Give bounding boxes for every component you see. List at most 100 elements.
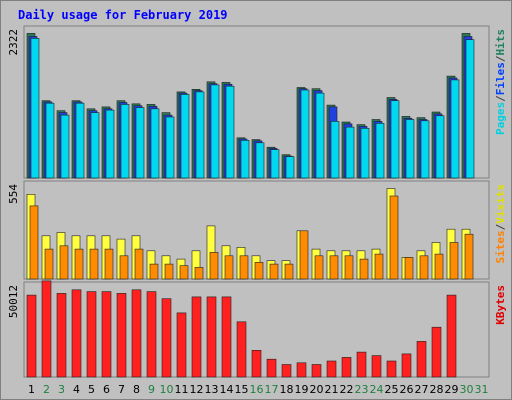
day-label-18: 18 [280,383,294,396]
bar-visits-sites-day-10 [164,263,174,280]
legend-item: / [494,95,507,102]
bar-kbytes-kbytes-day-10 [161,298,172,378]
bar-kbytes-kbytes-day-4 [71,289,82,378]
bar-traffic-pages-day-20 [315,92,325,179]
bar-traffic-pages-day-14 [225,85,235,179]
day-label-31: 31 [475,383,489,396]
bar-traffic-pages-day-3 [60,114,70,179]
legend-item: Hits [494,29,507,56]
bar-traffic-pages-day-17 [270,149,280,179]
day-label-24: 24 [370,383,384,396]
day-label-16: 16 [250,383,264,396]
bar-visits-sites-day-28 [434,253,444,280]
legend-item: Files [494,62,507,95]
bar-visits-sites-day-6 [104,248,114,280]
bar-visits-sites-day-5 [89,248,99,280]
bar-traffic-pages-day-11 [180,94,190,179]
chart-title: Daily usage for February 2019 [18,8,228,22]
day-label-1: 1 [28,383,35,396]
bar-kbytes-kbytes-day-16 [251,349,262,378]
day-label-3: 3 [58,383,65,396]
bar-traffic-pages-day-22 [345,126,355,179]
ymax-label-traffic: 2322 [7,29,20,56]
bar-kbytes-kbytes-day-24 [371,355,382,378]
bar-visits-sites-day-15 [239,255,249,280]
bar-kbytes-kbytes-day-21 [326,360,337,378]
bar-kbytes-kbytes-day-7 [116,293,127,378]
bar-kbytes-kbytes-day-22 [341,357,352,378]
bar-kbytes-kbytes-day-2 [41,280,52,378]
legend-item: / [494,55,507,62]
day-label-20: 20 [310,383,324,396]
bar-visits-sites-day-11 [179,265,189,280]
bar-kbytes-kbytes-day-26 [401,353,412,378]
bar-kbytes-kbytes-day-3 [56,293,67,378]
bar-visits-sites-day-19 [299,230,309,280]
bar-kbytes-kbytes-day-20 [311,364,322,378]
bar-traffic-pages-day-12 [195,91,205,179]
day-label-27: 27 [415,383,429,396]
bar-visits-sites-day-23 [359,258,369,280]
bar-traffic-pages-day-6 [105,109,115,179]
bar-visits-sites-day-18 [284,263,294,280]
bar-kbytes-kbytes-day-1 [26,294,37,378]
bar-traffic-pages-day-5 [90,112,100,179]
bar-traffic-pages-day-8 [135,107,145,179]
bar-traffic-pages-day-28 [435,115,445,179]
day-label-8: 8 [133,383,140,396]
bar-traffic-pages-day-29 [450,79,460,179]
day-label-17: 17 [265,383,279,396]
day-label-6: 6 [103,383,110,396]
bar-kbytes-kbytes-day-29 [446,294,457,378]
bar-visits-sites-day-8 [134,248,144,280]
bar-visits-sites-day-22 [344,255,354,280]
bar-kbytes-kbytes-day-15 [236,321,247,378]
bar-visits-sites-day-4 [74,248,84,280]
bar-visits-sites-day-12 [194,267,204,280]
bar-traffic-pages-day-30 [465,39,475,179]
bar-traffic-pages-day-1 [30,38,40,179]
day-label-14: 14 [220,383,234,396]
legend-item: Visits [494,184,507,224]
day-label-2: 2 [43,383,50,396]
legend-item: / [494,223,507,230]
bar-traffic-pages-day-4 [75,102,85,179]
bar-visits-sites-day-20 [314,255,324,280]
day-label-11: 11 [175,383,189,396]
bar-kbytes-kbytes-day-14 [221,296,232,378]
day-label-29: 29 [445,383,459,396]
bar-kbytes-kbytes-day-11 [176,312,187,378]
bar-traffic-pages-day-23 [360,128,370,179]
bar-traffic-pages-day-15 [240,140,250,179]
bar-traffic-pages-day-21 [330,121,340,179]
bar-traffic-pages-day-9 [150,108,160,179]
day-label-19: 19 [295,383,309,396]
bar-traffic-pages-day-18 [285,156,295,179]
day-label-5: 5 [88,383,95,396]
legend-kbytes: KBytes [494,285,507,325]
day-label-21: 21 [325,383,339,396]
bar-visits-sites-day-7 [119,255,129,280]
bar-visits-sites-day-29 [449,242,459,280]
day-label-15: 15 [235,383,249,396]
bar-visits-sites-day-3 [59,245,69,280]
day-label-7: 7 [118,383,125,396]
day-label-26: 26 [400,383,414,396]
bar-visits-sites-day-25 [389,195,399,280]
legend-item: Pages [494,102,507,135]
bar-visits-sites-day-1 [29,205,39,280]
bar-kbytes-kbytes-day-8 [131,289,142,378]
bar-kbytes-kbytes-day-5 [86,291,97,378]
bar-visits-sites-day-9 [149,263,159,280]
bar-traffic-pages-day-26 [405,119,415,179]
day-label-12: 12 [190,383,204,396]
bar-visits-sites-day-30 [464,233,474,280]
day-label-22: 22 [340,383,354,396]
bar-visits-sites-day-16 [254,262,264,280]
bar-kbytes-kbytes-day-13 [206,296,217,378]
bar-kbytes-kbytes-day-17 [266,358,277,378]
legend-visits: Sites/Visits [494,184,507,264]
legend-item: Sites [494,230,507,263]
bar-visits-sites-day-14 [224,255,234,280]
